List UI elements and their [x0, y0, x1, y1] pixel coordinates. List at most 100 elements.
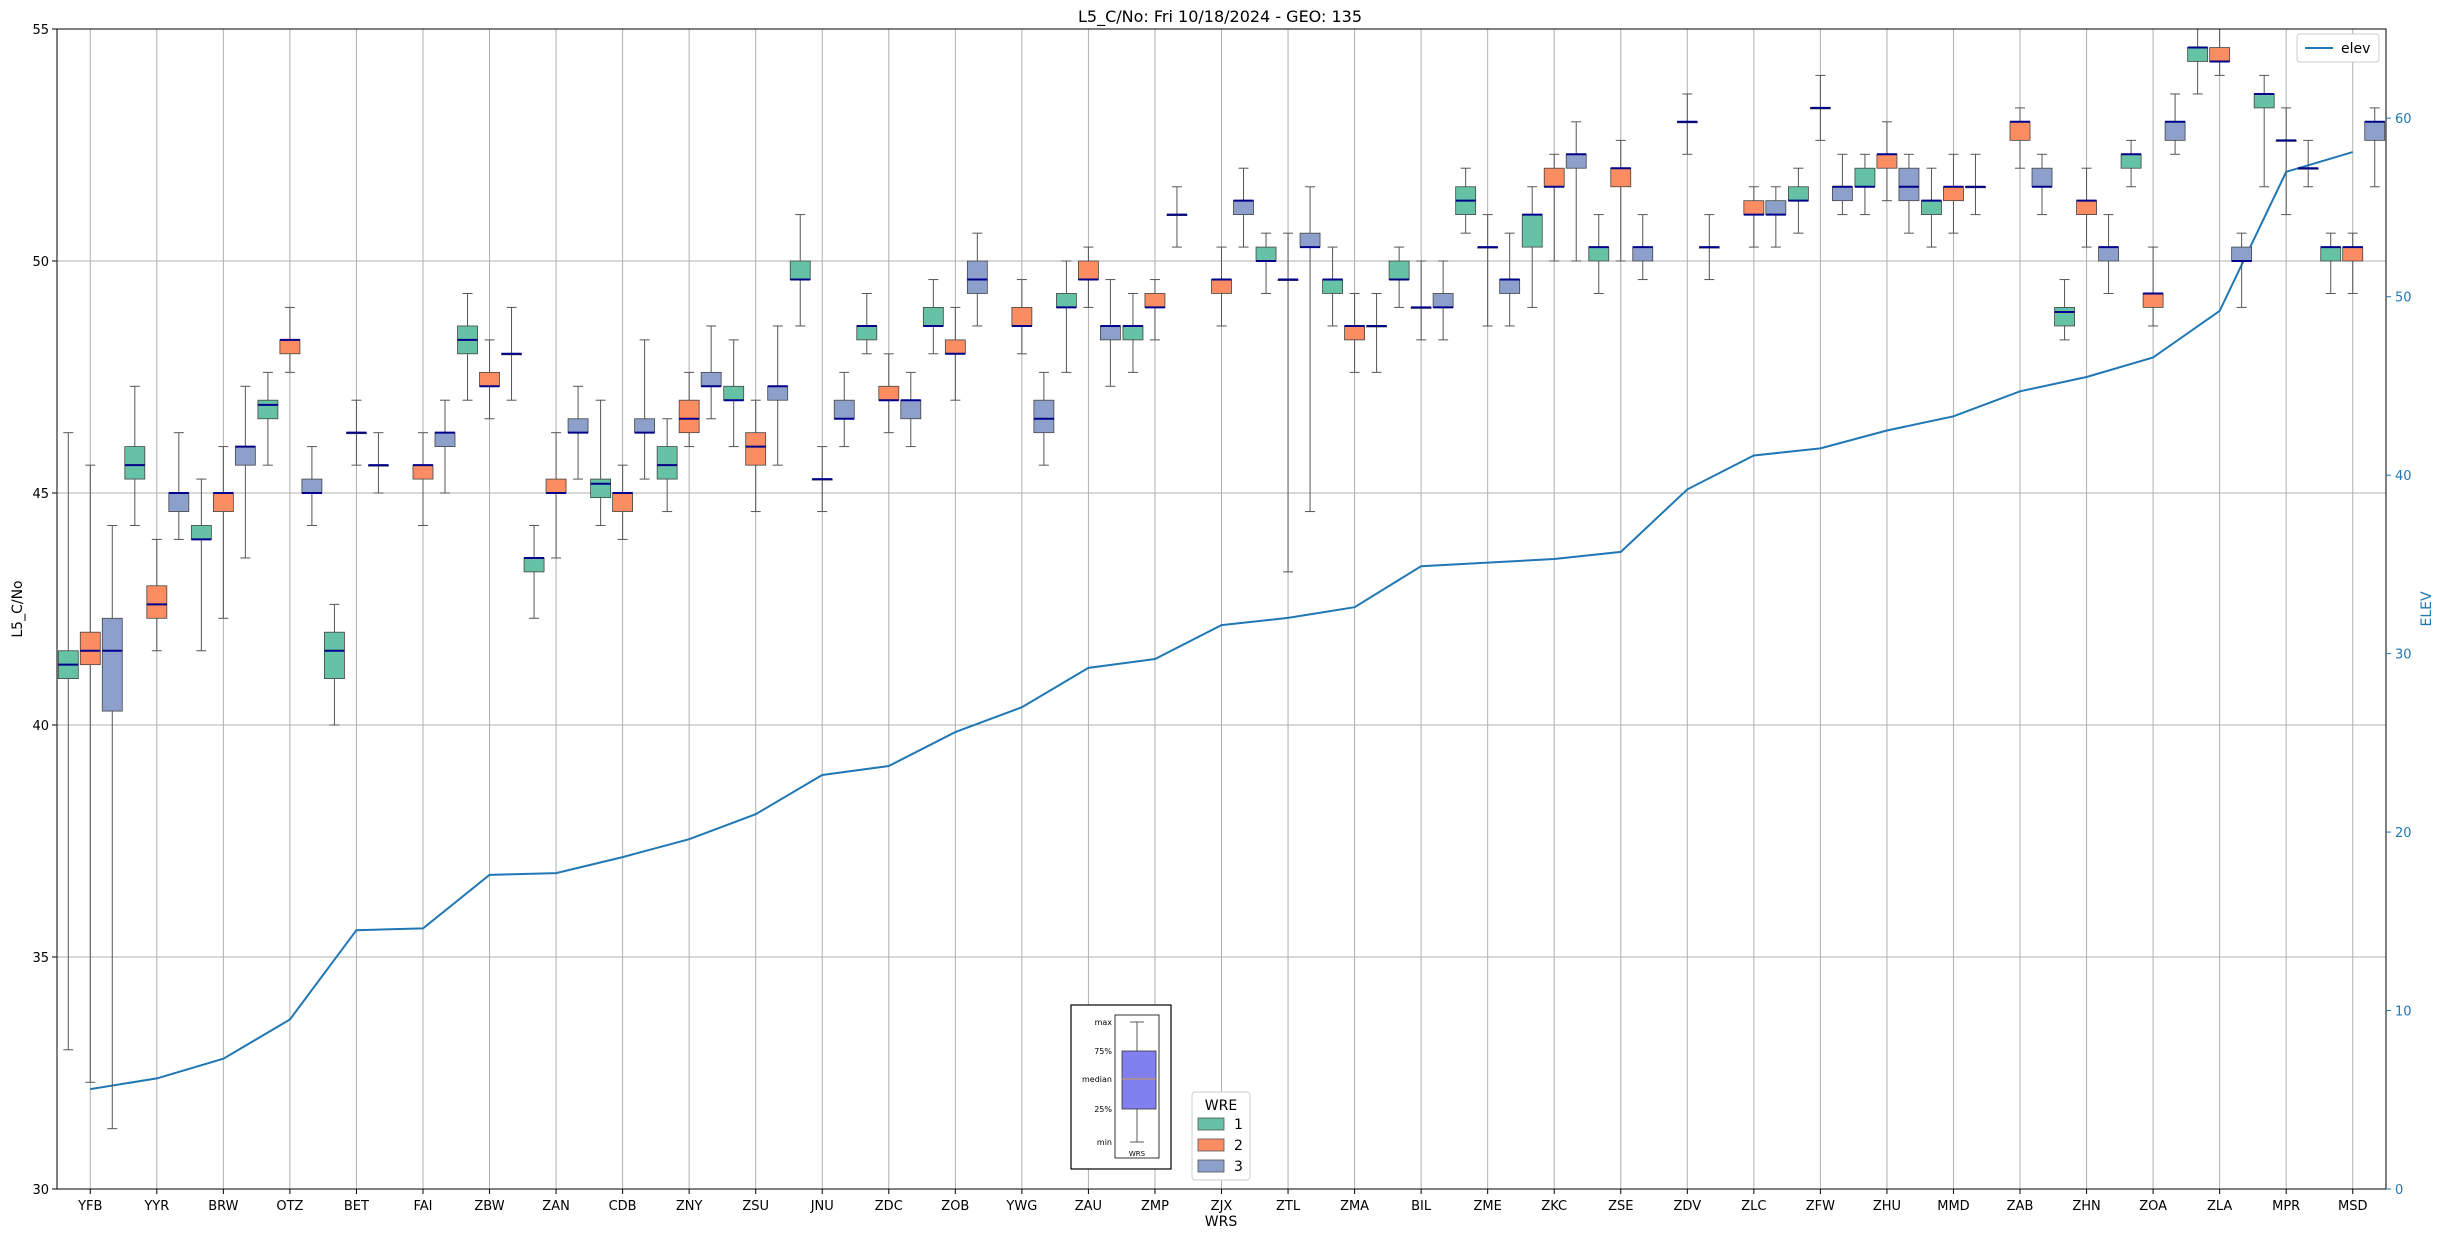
- box-otz-wre1: [257, 371, 279, 466]
- y-axis: 30 35 40 45 50 55: [32, 23, 57, 1198]
- elev-legend: elev: [2296, 33, 2380, 63]
- box-iqr: [1233, 200, 1254, 215]
- box-iqr: [1011, 306, 1033, 327]
- box-jnu-wre2: [811, 446, 833, 513]
- box-bet-wre3: [368, 432, 389, 494]
- box-iqr: [878, 385, 900, 401]
- box-iqr: [1543, 167, 1565, 188]
- box-zma-wre2: [1344, 292, 1365, 373]
- box-iqr: [590, 478, 612, 499]
- box-iqr: [79, 631, 101, 666]
- box-iqr: [723, 385, 745, 401]
- box-iqr: [656, 446, 678, 480]
- x-tick-label-zbw: ZBW: [474, 1199, 504, 1214]
- box-iqr: [168, 492, 190, 512]
- box-zla-wre3: [2231, 232, 2253, 308]
- box-iqr: [833, 399, 855, 420]
- box-iqr: [124, 446, 146, 480]
- box-zme-wre2: [1477, 214, 1499, 327]
- box-zfw-wre2: [1809, 74, 1831, 141]
- box-iqr: [234, 446, 256, 466]
- box-iqr: [2098, 246, 2119, 262]
- boxplot-key-inset: max 75% median 25% min WRS: [1070, 1004, 1172, 1170]
- box-zmp-wre3: [1166, 186, 1188, 248]
- inset-label-min: min: [1097, 1138, 1112, 1147]
- box-iqr: [190, 525, 212, 540]
- x-tick-label-bet: BET: [344, 1199, 369, 1214]
- y-tick-label-0: 30: [32, 1183, 49, 1198]
- box-ztl-wre1: [1255, 232, 1277, 294]
- box-zau-wre1: [1056, 260, 1077, 373]
- x-tick-label-zlc: ZLC: [1741, 1199, 1766, 1214]
- box-jnu-wre3: [833, 371, 855, 448]
- box-iqr: [1299, 232, 1321, 248]
- box-iqr: [324, 631, 345, 680]
- box-zjx-wre2: [1211, 246, 1232, 327]
- box-fai-wre3: [434, 399, 456, 494]
- box-iqr: [1854, 167, 1876, 188]
- box-msd-wre3: [2364, 107, 2386, 188]
- box-iqr: [1521, 214, 1543, 248]
- x-tick-label-zdv: ZDV: [1674, 1199, 1702, 1214]
- box-ywg-wre3: [1033, 371, 1055, 466]
- box-zfw-wre1: [1787, 167, 1809, 234]
- box-jnu-wre1: [789, 214, 811, 327]
- box-zmp-wre1: [1122, 292, 1144, 373]
- box-zny-wre1: [656, 418, 678, 513]
- x-tick-label-zsu: ZSU: [742, 1199, 769, 1214]
- x-tick-label-yfb: YFB: [77, 1199, 102, 1214]
- x-tick-label-zhu: ZHU: [1873, 1199, 1901, 1214]
- box-iqr: [1921, 200, 1942, 215]
- x-tick-label-ztl: ZTL: [1276, 1199, 1301, 1214]
- box-iqr: [1588, 246, 1610, 262]
- box-brw-wre3: [234, 385, 256, 559]
- x-tick-label-zmp: ZMP: [1141, 1199, 1169, 1214]
- box-zfw-wre3: [1831, 153, 1853, 216]
- box-zma-wre3: [1366, 292, 1387, 373]
- box-iqr: [745, 432, 767, 466]
- box-iqr: [1122, 325, 1144, 341]
- y-tick-label-2: 40: [32, 719, 49, 734]
- box-iqr: [1033, 399, 1055, 434]
- box-zla-wre2: [2209, 28, 2231, 76]
- box-ywg-wre2: [1011, 279, 1033, 355]
- box-zmp-wre2: [1144, 279, 1166, 341]
- box-zny-wre2: [678, 371, 700, 448]
- box-iqr: [1056, 293, 1077, 308]
- y-axis-label: L5_C/No: [10, 580, 26, 637]
- box-zdc-wre3: [900, 371, 922, 448]
- x-tick-label-zob: ZOB: [941, 1199, 969, 1214]
- x-tick-label-jnu: JNU: [810, 1199, 834, 1214]
- wre-legend-label-2: 2: [1234, 1138, 1243, 1154]
- box-yfb-wre1: [57, 432, 79, 1051]
- x-tick-label-zme: ZME: [1473, 1199, 1501, 1214]
- wre-legend: WRE 1 2 3: [1191, 1091, 1251, 1181]
- box-zkc-wre1: [1521, 186, 1543, 308]
- box-cdb-wre3: [634, 339, 656, 480]
- box-zhn-wre1: [2054, 279, 2075, 341]
- box-zsu-wre3: [767, 325, 789, 466]
- box-mpr-wre2: [2275, 107, 2297, 216]
- box-iqr: [101, 617, 123, 712]
- box-zny-wre3: [700, 325, 722, 420]
- box-otz-wre2: [279, 306, 301, 373]
- box-zse-wre3: [1632, 214, 1654, 281]
- box-bil-wre2: [1410, 260, 1432, 341]
- box-iqr: [1211, 279, 1232, 294]
- inset-label-75: 75%: [1094, 1047, 1112, 1056]
- box-zau-wre2: [1078, 246, 1099, 308]
- box-iqr: [1078, 260, 1099, 280]
- box-zse-wre1: [1588, 214, 1610, 294]
- box-iqr: [612, 492, 634, 512]
- box-mmd-wre3: [1965, 153, 1986, 216]
- box-zan-wre3: [567, 385, 589, 480]
- y2-tick-label-4: 40: [2395, 469, 2412, 484]
- box-iqr: [412, 464, 434, 480]
- x-tick-label-zan: ZAN: [542, 1199, 570, 1214]
- box-zab-wre2: [2009, 107, 2031, 169]
- inset-label-max: max: [1095, 1018, 1113, 1027]
- elev-legend-label: elev: [2341, 41, 2370, 57]
- inset-xlabel: WRS: [1129, 1150, 1146, 1158]
- box-cdb-wre1: [590, 399, 612, 526]
- wre-legend-label-1: 1: [1234, 1117, 1243, 1133]
